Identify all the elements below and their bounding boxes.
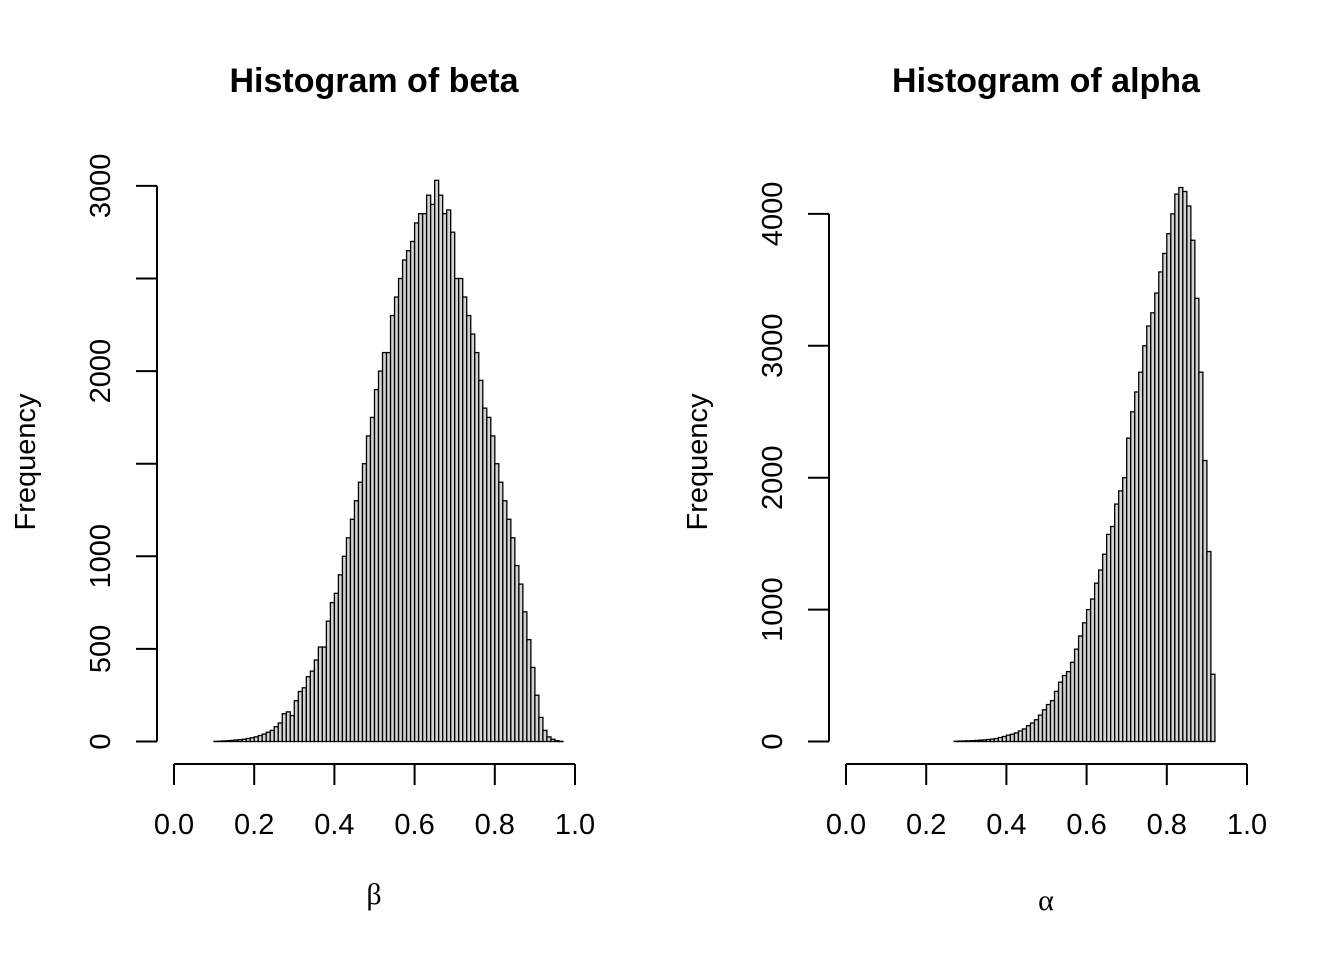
- x-axis: 0.0 0.2 0.4 0.6 0.8 1.0: [826, 763, 1267, 841]
- chart-title: Histogram of beta: [229, 62, 519, 100]
- histogram-bar: [1206, 550, 1212, 743]
- x-axis-title: α: [1038, 884, 1054, 917]
- x-tick-label: 0.0: [826, 809, 866, 841]
- x-tick-label: 0.8: [1147, 809, 1187, 841]
- y-tick-label: 3000: [757, 314, 789, 379]
- x-tick-label: 0.0: [154, 809, 194, 841]
- y-axis-title: Frequency: [10, 393, 42, 531]
- y-tick-label: 1000: [757, 577, 789, 642]
- y-axis: 0 1000 2000 3000 4000: [757, 182, 830, 750]
- y-axis: 0 500 1000 2000 3000: [85, 154, 158, 750]
- x-tick-label: 0.4: [986, 809, 1026, 841]
- y-tick-label: 2000: [85, 339, 117, 404]
- x-tick-label: 1.0: [1227, 809, 1267, 841]
- chart-title: Histogram of alpha: [892, 62, 1201, 100]
- y-tick-label: 500: [85, 625, 117, 673]
- x-tick-label: 0.2: [906, 809, 946, 841]
- x-tick-label: 0.8: [475, 809, 515, 841]
- y-tick-label: 0: [757, 733, 789, 749]
- histogram-bar: [538, 716, 544, 743]
- y-tick-label: 2000: [757, 445, 789, 510]
- x-axis: 0.0 0.2 0.4 0.6 0.8 1.0: [154, 763, 595, 841]
- alpha-histogram-panel: Histogram of alpha Frequency α 0 1000 2000…: [682, 62, 1267, 917]
- y-axis-title: Frequency: [682, 393, 714, 531]
- beta-histogram-panel: Histogram of beta Frequency β 0 500 1000 20…: [10, 62, 595, 911]
- y-tick-label: 0: [85, 733, 117, 749]
- y-tick-label: 4000: [757, 182, 789, 247]
- x-tick-label: 1.0: [555, 809, 595, 841]
- bars: [953, 186, 1216, 743]
- x-axis-title: β: [366, 878, 381, 911]
- x-tick-label: 0.6: [1066, 809, 1106, 841]
- x-tick-label: 0.2: [234, 809, 274, 841]
- histogram-bar: [1210, 673, 1216, 743]
- bars: [213, 179, 564, 743]
- y-tick-label: 3000: [85, 154, 117, 219]
- histogram-bar: [542, 729, 548, 743]
- y-tick-label: 1000: [85, 524, 117, 589]
- x-tick-label: 0.6: [394, 809, 434, 841]
- x-tick-label: 0.4: [314, 809, 354, 841]
